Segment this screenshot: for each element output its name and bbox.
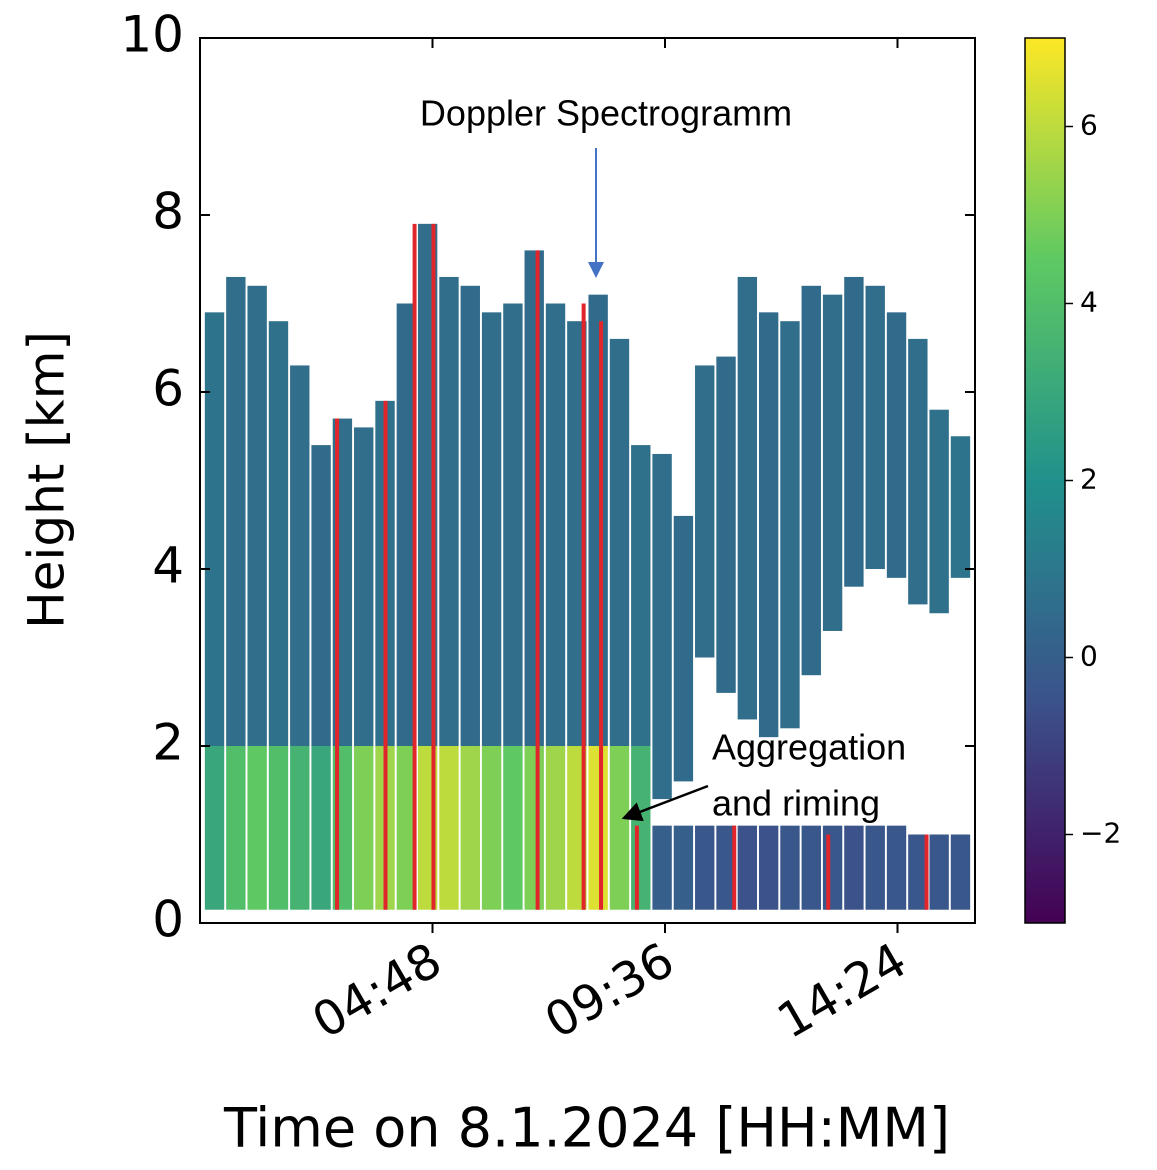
profile-low: [695, 825, 715, 910]
profile-upper: [908, 338, 928, 605]
profile-upper: [780, 321, 800, 729]
profile-upper: [588, 294, 608, 746]
profile-upper: [631, 445, 651, 746]
profile-upper: [652, 453, 672, 800]
profile-upper: [673, 515, 694, 782]
profile-low: [950, 834, 971, 910]
profile-low: [737, 825, 758, 910]
profile-low: [460, 746, 480, 910]
profile-low: [844, 825, 864, 910]
annotation: and riming: [712, 783, 880, 824]
profile-low: [396, 746, 417, 910]
colorbar: [1024, 37, 1066, 924]
y-axis-label: Height [km]: [18, 331, 76, 629]
profile-low: [524, 746, 544, 910]
profile-low: [439, 746, 459, 910]
profile-low: [631, 746, 651, 910]
x-tick-label: 14:24: [768, 932, 916, 1050]
x-axis-label: Time on 8.1.2024 [HH:MM]: [223, 1097, 950, 1160]
profile-low: [588, 746, 608, 910]
profile-low: [204, 746, 225, 910]
profile-upper: [311, 445, 331, 746]
x-tick-label: 09:36: [536, 932, 684, 1050]
profile-low: [481, 746, 502, 910]
profile-upper: [268, 321, 289, 746]
profile-upper: [609, 338, 630, 746]
plot-frame: [199, 37, 976, 924]
profile-upper: [503, 303, 523, 746]
profile-low: [908, 834, 928, 910]
profile-upper: [844, 276, 864, 587]
y-tick-label: 0: [152, 891, 184, 949]
profile-low: [226, 746, 246, 910]
profile-low: [929, 834, 949, 910]
profile-upper: [290, 365, 310, 746]
profile-upper: [950, 436, 971, 578]
profile-upper: [524, 250, 544, 746]
profile-upper: [822, 294, 843, 631]
profile-upper: [929, 409, 949, 614]
profile-upper: [695, 365, 715, 658]
y-tick-label: 10: [120, 6, 184, 64]
profile-low: [865, 825, 885, 910]
profile-low: [652, 825, 672, 910]
profile-low: [290, 746, 310, 910]
colorbar-tick-label: 4: [1080, 286, 1098, 319]
y-tick-label: 6: [152, 360, 184, 418]
profile-upper: [481, 312, 502, 746]
profile-upper: [204, 312, 225, 746]
y-tick-label: 4: [152, 537, 184, 595]
profile-low: [545, 746, 566, 910]
profile-low: [886, 825, 907, 910]
profile-low: [716, 825, 736, 910]
profile-upper: [247, 285, 267, 746]
y-tick-label: 8: [152, 183, 184, 241]
profile-upper: [396, 303, 417, 746]
colorbar-tick-label: −2: [1080, 817, 1121, 850]
profile-upper: [545, 303, 566, 746]
colorbar-tick-label: 2: [1080, 463, 1098, 496]
profile-upper: [801, 285, 821, 676]
x-tick-label: 04:48: [303, 932, 451, 1050]
profile-upper: [226, 276, 246, 746]
profile-upper: [460, 285, 480, 746]
colorbar-tick-label: 0: [1080, 640, 1098, 673]
annotation: Doppler Spectrogramm: [420, 93, 792, 134]
profile-low: [311, 746, 331, 910]
profile-low: [673, 825, 694, 910]
profile-low: [268, 746, 289, 910]
profile-low: [609, 746, 630, 910]
profile-upper: [737, 276, 758, 720]
y-tick-label: 2: [152, 714, 184, 772]
profile-upper: [865, 285, 885, 569]
profile-upper: [354, 427, 374, 746]
profile-low: [503, 746, 523, 910]
annotation-arrow: [621, 784, 709, 822]
profile-low: [354, 746, 374, 910]
profile-low: [247, 746, 267, 910]
profile-low: [780, 825, 800, 910]
colorbar-tick-label: 6: [1080, 109, 1098, 142]
profile-upper: [439, 276, 459, 746]
profile-upper: [886, 312, 907, 578]
profile-low: [801, 825, 821, 910]
profile-upper: [758, 312, 779, 738]
profile-low: [758, 825, 779, 910]
profile-upper: [716, 356, 736, 693]
profile-low: [822, 825, 843, 910]
annotation: Aggregation: [712, 727, 906, 768]
